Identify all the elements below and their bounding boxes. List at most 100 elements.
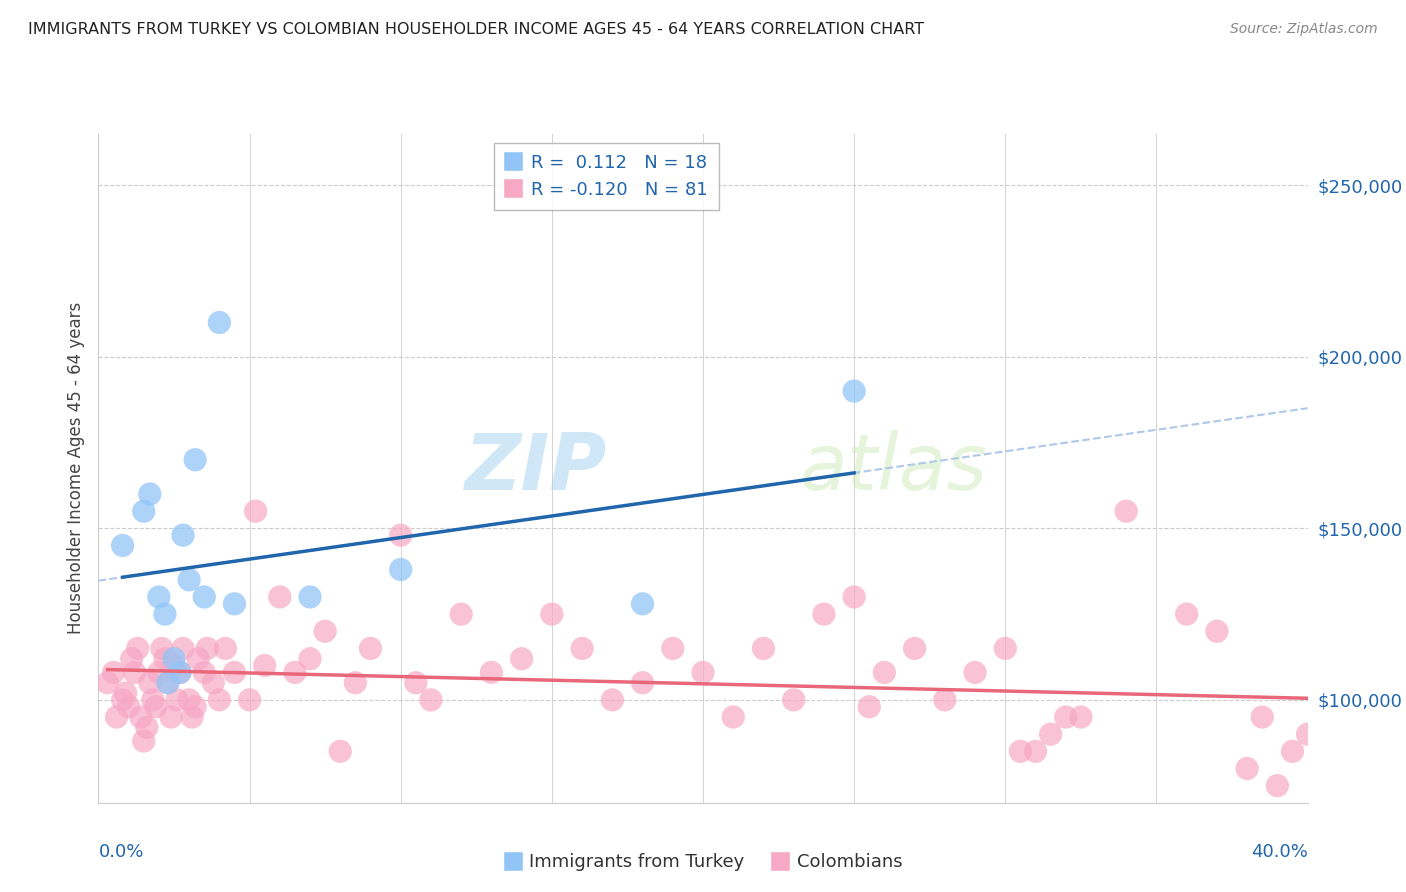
Point xyxy=(208,316,231,330)
Point xyxy=(166,693,188,707)
Point xyxy=(96,675,118,690)
Point xyxy=(195,641,218,656)
Point xyxy=(299,651,322,665)
Legend: R =  0.112   N = 18, R = -0.120   N = 81: R = 0.112 N = 18, R = -0.120 N = 81 xyxy=(494,143,718,210)
Point xyxy=(782,693,804,707)
Point xyxy=(994,641,1017,656)
Point xyxy=(405,675,427,690)
Point xyxy=(105,710,128,724)
Point xyxy=(142,693,165,707)
Point xyxy=(299,590,322,604)
Point xyxy=(160,710,183,724)
Point xyxy=(1296,727,1319,741)
Point xyxy=(1144,847,1167,862)
Point xyxy=(172,528,194,542)
Point xyxy=(239,693,262,707)
Point xyxy=(602,693,624,707)
Point xyxy=(124,665,146,680)
Point xyxy=(163,651,186,665)
Point xyxy=(1054,710,1077,724)
Point xyxy=(631,597,654,611)
Point xyxy=(752,641,775,656)
Point xyxy=(540,607,562,621)
Text: ZIP: ZIP xyxy=(464,430,606,507)
Point xyxy=(193,590,215,604)
Point xyxy=(329,744,352,758)
Point xyxy=(187,651,209,665)
Point xyxy=(153,651,176,665)
Point xyxy=(269,590,291,604)
Point xyxy=(1175,607,1198,621)
Point xyxy=(1010,744,1032,758)
Point xyxy=(844,384,866,398)
Point xyxy=(510,651,533,665)
Point xyxy=(389,528,412,542)
Point xyxy=(692,665,714,680)
Point xyxy=(132,734,155,748)
Point xyxy=(184,699,207,714)
Point xyxy=(1281,744,1303,758)
Point xyxy=(224,665,246,680)
Point xyxy=(179,693,201,707)
Point xyxy=(148,590,170,604)
Point xyxy=(150,641,173,656)
Point xyxy=(965,665,987,680)
Point xyxy=(360,641,382,656)
Point xyxy=(873,665,896,680)
Point xyxy=(169,665,191,680)
Y-axis label: Householder Income Ages 45 - 64 years: Householder Income Ages 45 - 64 years xyxy=(66,302,84,634)
Point xyxy=(156,675,179,690)
Point xyxy=(163,658,186,673)
Point xyxy=(1024,744,1046,758)
Point xyxy=(111,539,134,553)
Point xyxy=(111,693,134,707)
Point xyxy=(344,675,367,690)
Point xyxy=(129,710,152,724)
Point xyxy=(184,452,207,467)
Legend: Immigrants from Turkey, Colombians: Immigrants from Turkey, Colombians xyxy=(496,847,910,879)
Text: IMMIGRANTS FROM TURKEY VS COLOMBIAN HOUSEHOLDER INCOME AGES 45 - 64 YEARS CORREL: IMMIGRANTS FROM TURKEY VS COLOMBIAN HOUS… xyxy=(28,22,924,37)
Point xyxy=(172,641,194,656)
Point xyxy=(214,641,236,656)
Point xyxy=(121,651,143,665)
Point xyxy=(934,693,956,707)
Point xyxy=(202,675,225,690)
Point xyxy=(1206,624,1229,639)
Point xyxy=(139,487,162,501)
Point xyxy=(571,641,593,656)
Point xyxy=(631,675,654,690)
Point xyxy=(1070,710,1092,724)
Point xyxy=(450,607,472,621)
Point xyxy=(314,624,336,639)
Point xyxy=(904,641,927,656)
Point xyxy=(1267,779,1289,793)
Point xyxy=(481,665,503,680)
Point xyxy=(179,573,201,587)
Point xyxy=(153,607,176,621)
Point xyxy=(253,658,276,673)
Text: 0.0%: 0.0% xyxy=(98,843,143,861)
Point xyxy=(145,699,167,714)
Point xyxy=(132,504,155,518)
Point xyxy=(114,686,136,700)
Text: atlas: atlas xyxy=(800,430,987,507)
Point xyxy=(127,641,149,656)
Point xyxy=(723,710,745,724)
Point xyxy=(245,504,267,518)
Point xyxy=(420,693,443,707)
Text: Source: ZipAtlas.com: Source: ZipAtlas.com xyxy=(1230,22,1378,37)
Point xyxy=(661,641,683,656)
Point xyxy=(813,607,835,621)
Point xyxy=(156,675,179,690)
Point xyxy=(181,710,204,724)
Point xyxy=(169,665,191,680)
Text: 40.0%: 40.0% xyxy=(1251,843,1308,861)
Point xyxy=(139,675,162,690)
Point xyxy=(284,665,307,680)
Point xyxy=(135,720,157,734)
Point xyxy=(193,665,215,680)
Point xyxy=(208,693,231,707)
Point xyxy=(389,562,412,576)
Point xyxy=(1236,762,1258,776)
Point xyxy=(118,699,141,714)
